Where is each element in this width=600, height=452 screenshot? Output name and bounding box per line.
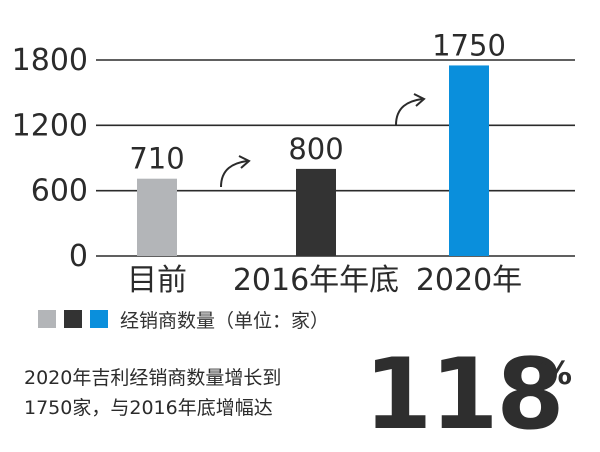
category-label: 2020年 — [416, 263, 522, 298]
category-label: 目前 — [127, 263, 187, 298]
data-label: 800 — [288, 132, 343, 166]
caption-line-2: 1750家，与2016年底增幅达 — [24, 397, 273, 419]
growth-arrow-head-1 — [413, 93, 426, 107]
bar-2 — [449, 65, 489, 256]
growth-highlight: 118 % — [364, 338, 572, 452]
legend-label: 经销商数量（单位：家） — [120, 309, 330, 332]
bar-1 — [296, 168, 336, 256]
legend-swatch-gray — [38, 310, 56, 328]
bar-0 — [137, 178, 177, 256]
caption-line-1: 2020年吉利经销商数量增长到 — [24, 367, 282, 389]
growth-arrow-0 — [220, 160, 248, 188]
data-label: 1750 — [432, 28, 506, 62]
legend: 经销商数量（单位：家） — [38, 306, 329, 332]
data-label: 710 — [129, 142, 184, 176]
caption: 2020年吉利经销商数量增长到 1750家，与2016年底增幅达 — [24, 363, 354, 423]
y-tick-label: 1800 — [12, 43, 88, 78]
growth-unit: % — [540, 354, 573, 392]
legend-swatch-blue — [90, 310, 108, 328]
y-tick-label: 600 — [31, 174, 88, 209]
growth-value: 118 — [364, 338, 565, 452]
y-tick-label: 1200 — [12, 108, 88, 143]
legend-swatch-dark — [64, 310, 82, 328]
growth-arrow-head-0 — [238, 155, 251, 169]
growth-arrow-1 — [395, 98, 423, 126]
category-label: 2016年年底 — [233, 263, 399, 298]
y-tick-label: 0 — [69, 239, 88, 274]
bar-chart: 0 600 1200 1800 710 目前 800 2016年年底 1750 2020年 — [12, 28, 575, 298]
